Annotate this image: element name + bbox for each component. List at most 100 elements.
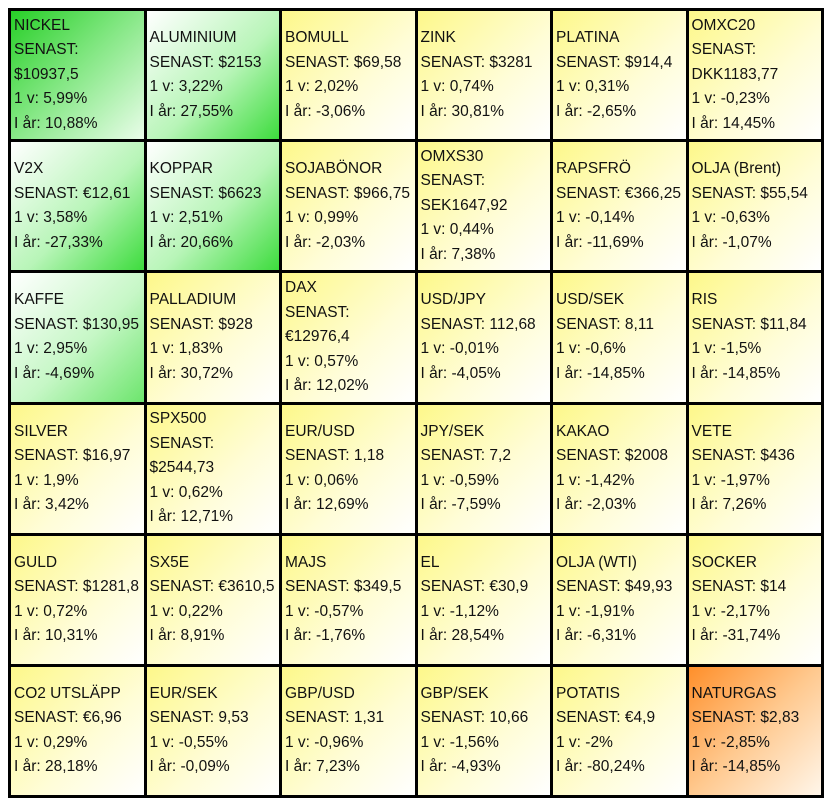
last-price-value: SEK1647,92	[420, 196, 508, 214]
last-price-label: SENAST:	[14, 447, 79, 465]
commodity-heatmap-grid: NICKEL SENAST: $10937,5 1 v: 5,99% I år: 10…	[8, 8, 824, 798]
week-change-label: 1 v:	[556, 602, 581, 620]
instrument-name: KOPPAR	[149, 160, 213, 178]
last-price-line: SENAST: 9,53	[150, 706, 277, 731]
ytd-change-label: I år:	[285, 496, 312, 514]
week-change-value: 0,72%	[43, 602, 88, 620]
week-change-line: 1 v: -1,42%	[556, 469, 683, 494]
heatmap-cell: OMXS30 SENAST: SEK1647,92 1 v: 0,44% I år: …	[417, 142, 550, 271]
ytd-change-label: I år:	[556, 758, 583, 776]
heatmap-cell: VETE SENAST: $436 1 v: -1,97% I år: 7,26%	[688, 404, 821, 533]
week-change-line: 1 v: 1,9%	[14, 469, 141, 494]
week-change-label: 1 v:	[14, 733, 39, 751]
heatmap-cell: EL SENAST: €30,9 1 v: -1,12% I år: 28,54%	[417, 535, 550, 664]
ytd-change-value: -6,31%	[587, 627, 637, 645]
last-price-value: $928	[218, 315, 253, 333]
last-price-line: SENAST: $2,83	[692, 706, 819, 731]
week-change-label: 1 v:	[149, 78, 175, 96]
last-price-value: DKK1183,77	[691, 65, 779, 83]
ytd-change-line: I år: 7,38%	[421, 243, 548, 268]
ytd-change-line: I år: 28,18%	[14, 755, 141, 780]
ytd-change-line: I år: 14,45%	[692, 112, 819, 137]
week-change-label: 1 v:	[420, 471, 446, 489]
last-price-line: SENAST: $2544,73	[150, 432, 277, 481]
ytd-change-line: I år: 30,81%	[421, 100, 548, 125]
week-change-value: 2,51%	[178, 209, 223, 227]
last-price-line: SENAST: $10937,5	[14, 38, 141, 87]
last-price-line: SENAST: $349,5	[285, 575, 412, 600]
instrument-name: EUR/SEK	[149, 684, 218, 702]
last-price-line: SENAST: 7,2	[421, 444, 548, 469]
ytd-change-value: 7,23%	[316, 758, 360, 776]
ytd-change-value: -1,76%	[316, 627, 366, 645]
heatmap-cell: SX5E SENAST: €3610,5 1 v: 0,22% I år: 8,91%	[146, 535, 279, 664]
ytd-change-label: I år:	[14, 364, 41, 382]
last-price-label: SENAST:	[691, 447, 757, 465]
week-change-value: -2,17%	[720, 602, 770, 620]
instrument-name: GULD	[14, 553, 58, 571]
last-price-value: $55,54	[760, 184, 808, 202]
last-price-line: SENAST: SEK1647,92	[421, 169, 548, 218]
last-price-line: SENAST: 1,31	[285, 706, 412, 731]
last-price-label: SENAST:	[691, 315, 757, 333]
heatmap-cell: MAJS SENAST: $349,5 1 v: -0,57% I år: -1,76…	[282, 535, 415, 664]
ytd-change-value: -4,05%	[451, 364, 501, 382]
ytd-change-value: 12,69%	[316, 496, 369, 514]
week-change-label: 1 v:	[691, 602, 717, 620]
last-price-value: 1,31	[353, 709, 385, 727]
ytd-change-label: I år:	[691, 364, 719, 382]
instrument-name: KAFFE	[14, 291, 64, 309]
instrument-name: GBP/SEK	[420, 684, 489, 702]
week-change-label: 1 v:	[14, 471, 39, 489]
instrument-name: PALLADIUM	[149, 291, 237, 309]
instrument-name: RAPSFRÖ	[556, 160, 631, 178]
ytd-change-label: I år:	[285, 377, 312, 395]
week-change-label: 1 v:	[420, 340, 446, 358]
week-change-label: 1 v:	[149, 209, 175, 227]
last-price-value: $1281,8	[82, 578, 139, 596]
last-price-line: SENAST: $928	[150, 313, 277, 338]
ytd-change-value: -11,69%	[587, 233, 644, 251]
heatmap-cell: OLJA (Brent) SENAST: $55,54 1 v: -0,63% I å…	[688, 142, 821, 271]
ytd-change-line: I år: -14,85%	[692, 362, 819, 387]
week-change-value: -0,55%	[178, 733, 228, 751]
ytd-change-line: I år: -14,85%	[692, 755, 819, 780]
ytd-change-label: I år:	[149, 364, 177, 382]
week-change-label: 1 v:	[556, 340, 581, 358]
week-change-line: 1 v: -1,91%	[556, 600, 683, 625]
week-change-line: 1 v: 3,22%	[150, 75, 277, 100]
week-change-value: -1,12%	[449, 602, 499, 620]
last-price-label: SENAST:	[420, 53, 486, 71]
heatmap-cell: EUR/SEK SENAST: 9,53 1 v: -0,55% I år: -0,0…	[146, 666, 279, 795]
last-price-line: SENAST: 1,18	[285, 444, 412, 469]
instrument-name: DAX	[285, 279, 317, 297]
instrument-name: NICKEL	[14, 16, 70, 34]
heatmap-cell: ALUMINIUM SENAST: $2153 1 v: 3,22% I år: 27…	[146, 11, 279, 140]
last-price-label: SENAST:	[149, 53, 215, 71]
instrument-name: JPY/SEK	[420, 422, 485, 440]
week-change-line: 1 v: 3,58%	[14, 206, 141, 231]
last-price-value: $130,95	[82, 315, 139, 333]
week-change-label: 1 v:	[691, 733, 717, 751]
ytd-change-value: -1,07%	[722, 233, 772, 251]
instrument-name: NATURGAS	[691, 684, 777, 702]
ytd-change-label: I år:	[691, 627, 719, 645]
ytd-change-label: I år:	[420, 102, 448, 120]
instrument-name: PLATINA	[556, 29, 620, 47]
last-price-line: SENAST: $11,84	[692, 313, 819, 338]
ytd-change-line: I år: 10,31%	[14, 624, 141, 649]
ytd-change-label: I år:	[285, 758, 312, 776]
ytd-change-line: I år: -2,03%	[285, 231, 412, 256]
ytd-change-line: I år: -4,93%	[421, 755, 548, 780]
instrument-name: V2X	[14, 160, 44, 178]
week-change-line: 1 v: 2,95%	[14, 337, 141, 362]
week-change-line: 1 v: 2,51%	[150, 206, 277, 231]
ytd-change-label: I år:	[691, 496, 719, 514]
last-price-label: SENAST:	[149, 315, 215, 333]
last-price-value: $966,75	[353, 184, 410, 202]
last-price-label: SENAST:	[285, 578, 350, 596]
ytd-change-value: 28,54%	[451, 627, 505, 645]
week-change-value: 0,99%	[314, 209, 359, 227]
week-change-line: 1 v: 5,99%	[14, 87, 141, 112]
ytd-change-line: I år: -14,85%	[556, 362, 683, 387]
